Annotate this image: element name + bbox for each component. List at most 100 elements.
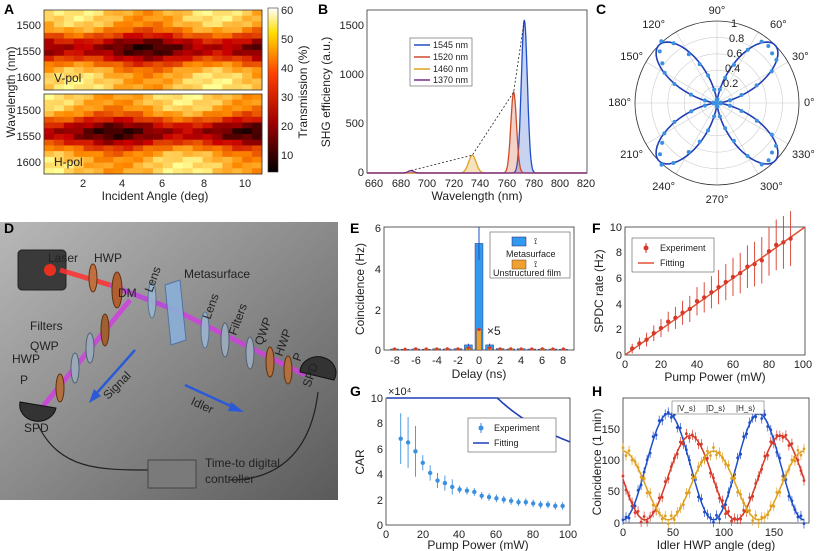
f-ytick: 8	[616, 247, 622, 259]
e-ylabel: Coincidence (Hz)	[353, 243, 367, 335]
heatmap-cell	[222, 94, 233, 101]
c-r-tick: 0.8	[729, 33, 744, 45]
heatmap-cell	[162, 122, 174, 129]
c-r-tick: 0.6	[727, 48, 742, 60]
heatmap-cell	[133, 122, 144, 129]
heatmap-cell	[44, 151, 55, 158]
heatmap-cell	[192, 32, 203, 39]
h-data-point	[697, 495, 700, 499]
heatmap-cell	[63, 44, 75, 51]
heatmap-cell	[63, 156, 75, 163]
heatmap-cell	[93, 78, 104, 85]
heatmap-cell	[133, 27, 144, 34]
heatmap-cell	[172, 134, 184, 141]
heatmap-cell	[83, 50, 94, 57]
panel-c: C 90° 60° 30° 0° 330° 300° 270° 240° 210…	[596, 1, 815, 206]
heatmap-cell	[192, 61, 203, 68]
heatmap-cell	[133, 67, 144, 74]
h-data-point	[796, 515, 800, 519]
heatmap-cell	[172, 44, 184, 51]
heatmap-cell	[123, 128, 134, 135]
cbar-tick: 50	[281, 34, 293, 46]
h-data-point	[651, 503, 655, 507]
heatmap-cell	[252, 162, 263, 169]
heatmap-cell	[202, 99, 213, 106]
hwp-optic-idler	[265, 346, 275, 378]
heatmap-cell	[172, 84, 184, 91]
b-xtick: 780	[525, 178, 543, 190]
heatmap-cell	[202, 128, 213, 135]
h-data-point	[709, 516, 712, 520]
e-film-point	[403, 347, 407, 351]
heatmap-cell	[123, 78, 134, 85]
heatmap-cell	[172, 10, 184, 17]
heatmap-cell	[202, 145, 213, 152]
heatmap-cell	[242, 99, 253, 106]
heatmap-cell	[123, 67, 134, 74]
heatmap-cell	[232, 72, 243, 79]
c-data-point	[660, 140, 665, 145]
h-data-point	[757, 474, 761, 478]
b-area-fill	[367, 92, 587, 173]
e-film-point	[414, 347, 418, 351]
h-data-point	[645, 491, 649, 495]
c-angle-label: 30°	[792, 51, 809, 63]
hwp-optic	[88, 263, 98, 293]
heatmap-cell	[242, 78, 253, 85]
b-series-line	[367, 19, 587, 174]
b-xtick: 800	[551, 178, 569, 190]
heatmap-cell	[242, 122, 253, 129]
heatmap-cell	[113, 32, 124, 39]
b-ylabel: SHG efficiency (a.u.)	[319, 37, 333, 147]
heatmap-cell	[162, 145, 174, 152]
g-data-point	[413, 449, 418, 454]
heatmap-cell	[162, 78, 174, 85]
f-ytick: 2	[616, 324, 622, 336]
heatmap-cell	[242, 27, 253, 34]
heatmap-cell	[63, 122, 75, 129]
heatmap-cell	[232, 168, 243, 175]
heatmap-cell	[93, 72, 104, 79]
heatmap-cell	[212, 78, 223, 85]
heatmap-cell	[53, 168, 65, 175]
heatmap-cell	[202, 134, 213, 141]
heatmap-cell	[103, 111, 114, 118]
heatmap-cell	[113, 55, 124, 62]
heatmap-cell	[182, 151, 194, 158]
heatmap-cell	[123, 99, 134, 106]
heatmap-cell	[83, 139, 94, 146]
heatmap-cell	[73, 156, 85, 163]
lens-optic-idler	[200, 311, 210, 349]
c-data-point	[715, 101, 719, 105]
heatmap-cell	[172, 162, 184, 169]
heatmap-cell	[222, 10, 233, 17]
heatmap-cell	[143, 72, 154, 79]
e-film-point	[498, 347, 502, 351]
h-data-point	[657, 511, 661, 515]
c-data-point	[728, 98, 732, 103]
heatmap-cell	[222, 21, 233, 28]
h-data-point	[796, 448, 800, 452]
heatmap-cell	[232, 55, 243, 62]
b-area-fill	[367, 19, 587, 174]
heatmap-cell	[143, 139, 154, 146]
heatmap-cell	[162, 27, 174, 34]
heatmap-cell	[143, 55, 154, 62]
h-data-point	[630, 501, 634, 504]
heatmap-cell	[73, 50, 85, 57]
heatmap-cell	[133, 151, 144, 158]
heatmap-cell	[182, 162, 194, 169]
a-xlabel: Incident Angle (deg)	[102, 189, 209, 203]
heatmap-cell	[83, 116, 94, 123]
h-data-point	[772, 504, 776, 508]
heatmap-cell	[242, 10, 253, 17]
heatmap-cell	[44, 111, 55, 118]
b-ytick: 500	[346, 118, 364, 130]
c-data-point	[660, 61, 665, 66]
heatmap-cell	[63, 116, 75, 123]
heatmap-cell	[232, 32, 243, 39]
heatmap-cell	[182, 134, 194, 141]
heatmap-cell	[232, 111, 243, 118]
heatmap-cell	[222, 15, 233, 22]
heatmap-cell	[53, 99, 65, 106]
